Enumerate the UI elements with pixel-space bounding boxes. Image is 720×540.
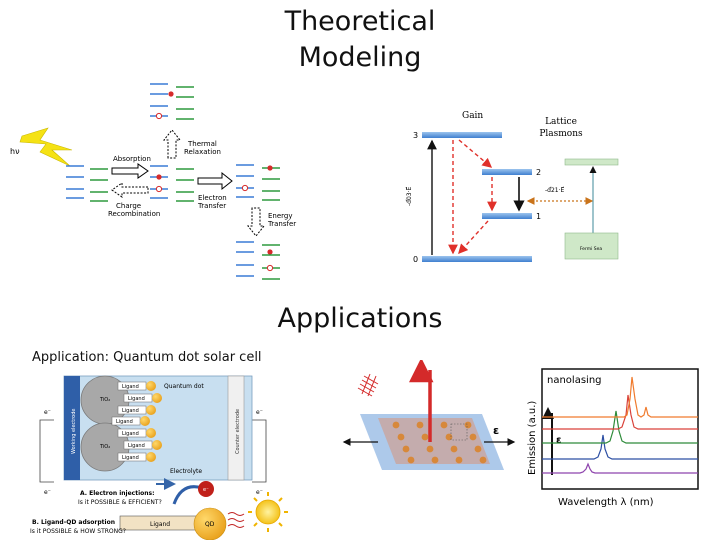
working-electrode [64,376,80,480]
energy-transfer-arrow [246,207,266,237]
electrolyte-label: Electrolyte [170,468,202,475]
hv-label: hν [10,147,20,156]
counter-electrode [227,375,245,481]
quantum-dot-label: Quantum dot [164,383,204,390]
epsilon-label-chart: ε [556,435,562,446]
ground-levels-left [66,165,108,202]
electron-label-1: e⁻ [44,409,51,416]
ligand-label: Ligand [122,408,139,414]
electron-transfer-label-2: Transfer [197,202,226,210]
nanoparticles [392,421,487,464]
ligand-rows: Ligand Ligand Ligand Ligand Ligand Ligan… [111,381,162,462]
electron-dot [198,481,214,497]
level-2-bar [482,169,532,175]
fermi-sea-box [564,232,619,260]
question-a-body: Is it POSSIBLE & EFFICIENT? [78,499,162,506]
solar-cell-diagram: e⁻ e⁻ e⁻ e⁻ Working electrode Counter el… [30,375,288,540]
ligand-label: Ligand [128,396,145,402]
electron-transfer-label-1: Electron [198,194,227,202]
qd-particle [193,507,227,540]
title-applications: Applications [277,303,443,334]
absorption-label: Absorption [113,155,151,163]
nanolasing-chart: nanolasing Emission (a.u.) Wavelength λ … [527,368,699,508]
plasmon-band [564,158,619,166]
bottom-levels [236,241,280,280]
recombination-label-2: Recombination [108,210,160,218]
counter-electrode-label: Counter electrode [235,409,241,454]
electron-label-2: e⁻ [44,489,51,496]
energy-transfer-label-1: Energy [268,212,293,220]
recombination-label-1: Charge [116,202,141,210]
gain-layer [378,418,490,464]
absorption-arrow [111,163,149,179]
wire-left [39,419,54,483]
gain-plasmon-diagram: Gain Lattice Plasmons 3 2 1 0 -d⃗03·E⃗ -… [405,111,619,264]
wave-1 [227,512,245,516]
solar-cell-heading: Application: Quantum dot solar cell [32,350,262,365]
middle-levels [150,165,194,202]
nanoparticle-array: ε [342,360,516,470]
wave-3 [227,524,245,528]
thermal-label-2: Relaxation [184,148,221,156]
tio2-label-1: TiO₂ [99,397,110,403]
x-axis-label: Wavelength λ (nm) [558,497,654,508]
qd-label: QD [205,521,215,528]
tio2-label-2: TiO₂ [99,444,110,450]
title-modeling: Modeling [298,42,422,73]
dipole-21-label: -d⃗21·E⃗ [545,186,565,194]
pump-beam-icon [357,373,379,397]
excited-levels-top [150,83,194,120]
sun-icon [248,492,288,532]
ligand-label: Ligand [122,431,139,437]
electron-transfer-arrow [197,171,233,191]
recombination-arrow [111,182,149,198]
y-axis-label: Emission (a.u.) [527,401,538,475]
ligand-label: Ligand [116,419,133,425]
question-a-title: A. Electron injections: [80,490,155,497]
level-0-label: 0 [413,255,418,264]
level-1-label: 1 [536,212,541,221]
injection-arrow [172,485,203,505]
electron-label-4: e⁻ [256,489,263,496]
spectrum-4 [542,394,698,430]
ligand-label: Ligand [122,455,139,461]
level-3-bar [422,132,502,138]
decay-3-2 [458,139,493,168]
spectrum-2 [542,434,698,460]
spectrum-5 [542,376,698,418]
wave-2 [227,518,245,522]
title-theoretical: Theoretical [284,6,436,37]
working-electrode-label: Working electrode [71,409,77,455]
charge-transfer-diagram: hν Absorption Charge Recombination [10,83,296,280]
lattice-label-1: Lattice [545,117,577,127]
nanolasing-label: nanolasing [547,375,602,386]
lightning-icon [19,127,73,167]
right-levels [236,164,280,201]
fermi-sea-label: Fermi Sea [580,246,603,252]
decay-1-0 [458,220,489,255]
spectrum-3 [542,410,698,444]
lattice-label-2: Plasmons [539,129,583,139]
spectrum-1 [542,462,698,474]
gain-label: Gain [462,111,483,121]
level-0-bar [422,256,532,262]
energy-transfer-label-2: Transfer [267,220,296,228]
level-3-label: 3 [413,131,418,140]
level-1-bar [482,213,532,219]
thermal-label-1: Thermal [187,140,217,148]
question-b-title: B. Ligand-QD adsorption [32,519,115,526]
ligand-label: Ligand [122,384,139,390]
wire-right [252,419,267,483]
epsilon-label-array: ε [493,424,499,437]
level-2-label: 2 [536,168,541,177]
unit-cell-outline [450,423,468,441]
question-b-body: Is it POSSIBLE & HOW STRONG? [30,528,126,535]
ligand-label: Ligand [128,443,145,449]
ligand-bar-label: Ligand [150,521,170,528]
electron-label-3: e⁻ [256,409,263,416]
thermal-relaxation-arrow [162,129,182,159]
dipole-03-label: -d⃗03·E⃗ [405,186,413,206]
electron-dot-label: e⁻ [203,487,209,493]
